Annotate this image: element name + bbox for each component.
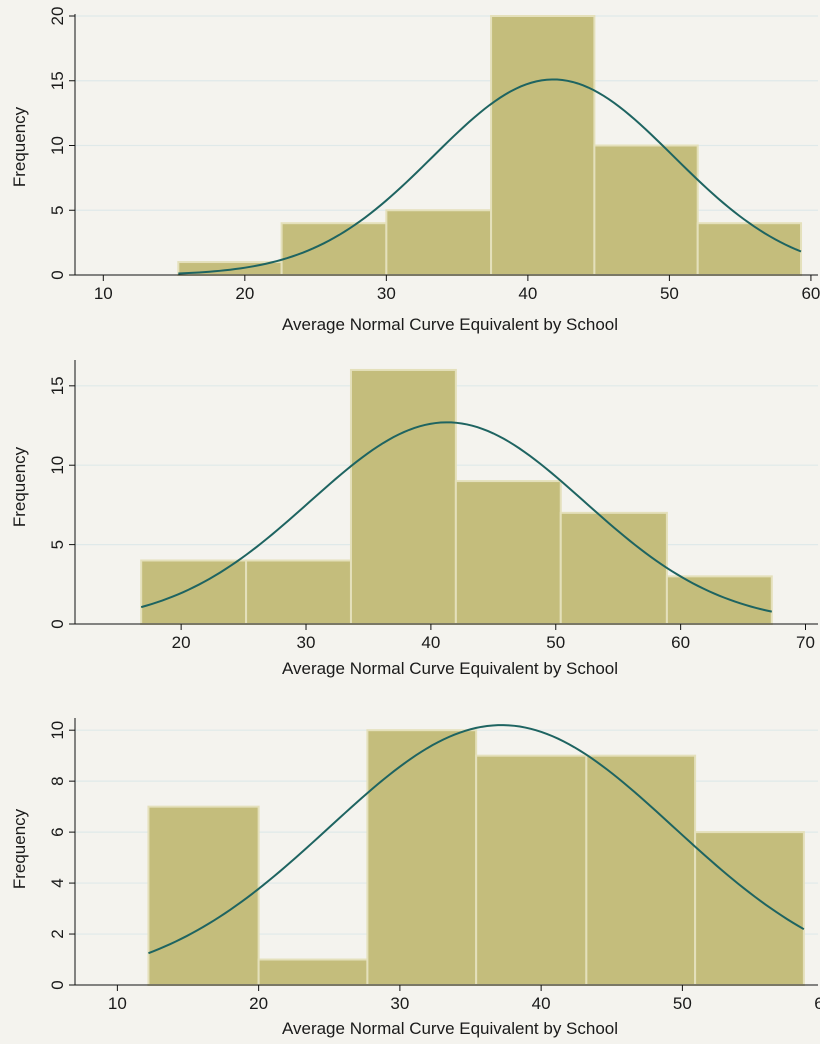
y-tick-label: 10 [48, 456, 67, 475]
histogram-bar [147, 805, 260, 987]
y-axis-title: Frequency [10, 446, 29, 527]
x-tick-label: 10 [94, 284, 113, 303]
histogram-bar [140, 559, 248, 626]
histogram-bar [245, 559, 352, 626]
histogram-bar [349, 368, 457, 625]
x-tick-label: 30 [297, 633, 316, 652]
x-axis-title: Average Normal Curve Equivalent by Schoo… [282, 659, 618, 678]
x-tick-label: 60 [814, 994, 820, 1013]
histogram-bar [694, 831, 805, 986]
y-tick-label: 5 [48, 206, 67, 215]
x-tick-label: 50 [546, 633, 565, 652]
y-tick-label: 2 [48, 929, 67, 938]
histogram-panel-2: 20 30 40 50 60 70 0 5 10 15 Average Normal Curve … [10, 360, 818, 678]
histogram-bar [490, 15, 596, 276]
y-tick-label: 10 [48, 136, 67, 155]
normal-density-curve [148, 724, 805, 955]
x-tick-label: 20 [249, 994, 268, 1013]
normal-density-curve [178, 78, 802, 275]
histogram-bar [366, 729, 478, 987]
x-tick-label: 70 [796, 633, 815, 652]
histogram-bar [696, 222, 803, 276]
x-tick-label: 40 [421, 633, 440, 652]
y-tick-label: 15 [48, 71, 67, 90]
x-tick-label: 40 [532, 994, 551, 1013]
y-axis-title: Frequency [10, 106, 29, 187]
y-tick-label: 0 [48, 619, 67, 628]
histogram-bar [454, 480, 562, 625]
x-axis-title: Average Normal Curve Equivalent by Schoo… [282, 315, 618, 334]
histogram-panel-1: 10 20 30 40 50 60 0 5 10 15 20 Average Normal Curv… [10, 7, 820, 334]
y-tick-label: 5 [48, 540, 67, 549]
histogram-bar [559, 511, 668, 626]
x-tick-label: 30 [377, 284, 396, 303]
normal-density-curve [140, 421, 773, 613]
histogram-bar [280, 222, 388, 276]
x-axis-title: Average Normal Curve Equivalent by Schoo… [282, 1019, 618, 1038]
y-tick-label: 8 [48, 776, 67, 785]
x-tick-label: 50 [660, 284, 679, 303]
x-tick-label: 60 [801, 284, 820, 303]
histogram-panel-3: 10 20 30 40 50 60 0 2 4 6 8 10 Average Normal Curve… [10, 718, 820, 1038]
y-tick-label: 4 [48, 878, 67, 887]
x-tick-label: 20 [235, 284, 254, 303]
histogram-bar [257, 958, 369, 986]
y-axis-title: Frequency [10, 808, 29, 889]
y-tick-label: 20 [48, 7, 67, 26]
y-tick-label: 10 [48, 721, 67, 740]
x-tick-label: 60 [671, 633, 690, 652]
histogram-bar [665, 575, 773, 626]
histogram-bar [585, 754, 697, 987]
histogram-bar [385, 209, 493, 276]
x-tick-label: 20 [172, 633, 191, 652]
y-tick-label: 15 [48, 376, 67, 395]
x-tick-label: 10 [108, 994, 127, 1013]
y-tick-label: 6 [48, 827, 67, 836]
y-tick-label: 0 [48, 980, 67, 989]
x-tick-label: 30 [390, 994, 409, 1013]
x-tick-label: 40 [518, 284, 537, 303]
histogram-bar [475, 754, 588, 987]
x-tick-label: 50 [673, 994, 692, 1013]
y-tick-label: 0 [48, 270, 67, 279]
